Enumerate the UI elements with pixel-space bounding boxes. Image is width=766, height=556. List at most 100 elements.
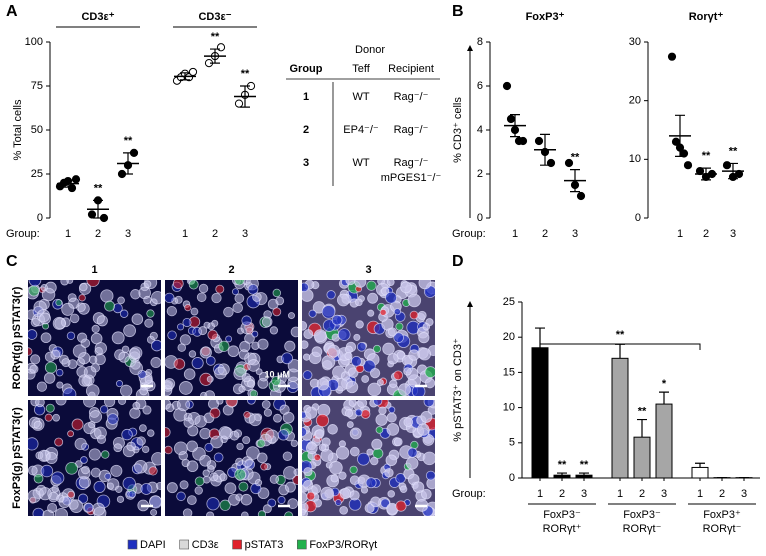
table-cell: Rag⁻/⁻ — [394, 91, 429, 103]
cell — [28, 347, 33, 356]
cell — [269, 474, 280, 484]
cell — [89, 410, 103, 424]
cell — [302, 508, 306, 516]
cell — [405, 456, 419, 470]
y-axis-label: % pSTAT3⁺ on CD3⁺ — [452, 338, 464, 442]
cell — [418, 280, 432, 290]
cell — [354, 280, 367, 288]
data-point — [683, 161, 693, 170]
cell — [190, 307, 199, 316]
cell — [216, 400, 224, 405]
comparison-bracket — [539, 343, 701, 350]
cell — [386, 412, 397, 423]
cell — [196, 292, 207, 303]
x-tick-label: 3 — [661, 488, 667, 500]
cell — [186, 440, 198, 453]
cell — [140, 483, 153, 495]
cell — [349, 465, 358, 474]
table-cell: EP4⁻/⁻ — [343, 124, 379, 136]
cell — [151, 452, 161, 466]
y-tick-label: 75 — [31, 80, 43, 92]
error-bar — [540, 133, 550, 166]
cell — [45, 452, 58, 465]
cell — [211, 292, 222, 304]
cell — [246, 400, 256, 405]
cell — [121, 345, 130, 354]
x-tick-label: 2 — [542, 228, 548, 240]
table-super-header: Donor — [355, 44, 385, 56]
column-label: 3 — [365, 264, 371, 276]
cell — [262, 504, 272, 514]
cell — [182, 317, 192, 328]
cell — [247, 359, 260, 372]
cell — [367, 292, 379, 304]
cell — [335, 446, 350, 460]
cell — [238, 481, 249, 492]
cell — [227, 345, 240, 358]
table-body: 1 WT Rag⁻/⁻ 2 EP4⁻/⁻ Rag⁻/⁻ 3 WT Rag⁻/⁻ mPGES1⁻/⁻ — [303, 91, 442, 184]
legend-label: pSTAT3 — [245, 539, 284, 551]
y-tick-label: 4 — [477, 124, 483, 136]
cell — [104, 400, 116, 408]
row-label: RORγt(g) pSTAT3(r) — [11, 286, 23, 389]
cell — [395, 500, 407, 512]
x-tick-label: 2 — [703, 228, 709, 240]
cell — [346, 421, 354, 429]
error-bar — [675, 114, 685, 157]
cell — [104, 472, 112, 480]
cell — [369, 456, 379, 466]
cell — [215, 284, 225, 294]
cell — [407, 293, 422, 308]
cell — [386, 280, 395, 287]
cell — [207, 329, 218, 341]
cell — [302, 492, 308, 503]
cell — [44, 361, 58, 374]
cell — [33, 473, 44, 484]
x-axis-label: Group: — [6, 228, 40, 240]
cell — [61, 358, 71, 368]
cell — [33, 420, 43, 430]
data-point — [188, 67, 198, 77]
error-bar — [659, 391, 669, 405]
cell — [379, 308, 387, 316]
cell — [44, 413, 53, 422]
y-tick-label: 0 — [477, 212, 483, 224]
cell — [385, 454, 398, 467]
cell — [120, 384, 133, 396]
cell — [311, 484, 322, 494]
bar — [691, 466, 709, 479]
cell — [131, 313, 144, 325]
cell — [308, 309, 317, 318]
cell — [302, 340, 309, 349]
cell — [81, 465, 90, 475]
x-tick-label: 1 — [512, 228, 518, 240]
cell — [40, 284, 48, 292]
cell — [36, 381, 48, 392]
data-point — [506, 114, 516, 124]
cell — [205, 355, 216, 366]
cell — [303, 479, 314, 491]
cell — [188, 280, 199, 290]
cell — [129, 407, 141, 419]
cell — [256, 439, 266, 448]
cell — [28, 285, 40, 297]
cell — [373, 344, 382, 353]
cell — [421, 488, 432, 500]
y-tick-label: 100 — [25, 36, 43, 48]
cell — [126, 441, 136, 452]
cell — [122, 476, 136, 491]
significance: ** — [580, 459, 589, 471]
bar — [553, 474, 571, 479]
cell — [257, 338, 269, 350]
cell — [165, 427, 171, 438]
cell — [234, 280, 245, 286]
cell — [241, 456, 253, 468]
cell — [55, 400, 67, 406]
cell — [322, 319, 336, 332]
cell — [279, 404, 290, 415]
cell — [331, 314, 343, 326]
cell — [356, 342, 367, 352]
data-point — [216, 43, 226, 52]
micrograph — [28, 400, 161, 516]
